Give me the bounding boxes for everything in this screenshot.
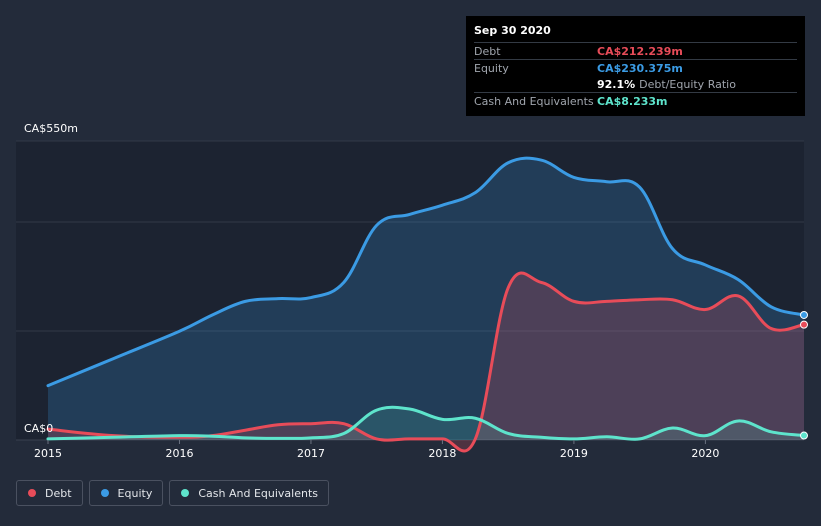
legend-equity-dot-icon xyxy=(100,489,109,497)
tooltip-equity-value: CA$230.375m xyxy=(597,61,683,75)
x-tick-label: 2019 xyxy=(560,447,588,460)
legend-debt-dot-icon xyxy=(28,489,36,497)
series-lines xyxy=(46,156,806,453)
debt-endpoint xyxy=(800,320,808,329)
chart-legend: Debt Equity Cash And Equivalents xyxy=(16,480,329,506)
x-tick-label: 2015 xyxy=(34,447,62,460)
x-tick-label: 2018 xyxy=(428,447,456,460)
tooltip-equity-label: Equity xyxy=(474,61,509,75)
tooltip-debt-value: CA$212.239m xyxy=(597,44,683,58)
cash-and-equivalents-endpoint xyxy=(800,431,808,440)
tooltip-row-equity: Equity CA$230.375m xyxy=(474,59,797,76)
y-tick-label: CA$550m xyxy=(24,122,78,135)
debt-line xyxy=(46,271,806,453)
x-tick-label: 2017 xyxy=(297,447,325,460)
plot-background xyxy=(16,141,804,440)
legend-item-debt[interactable]: Debt xyxy=(16,480,83,506)
tooltip-row-ratio: 92.1% Debt/Equity Ratio xyxy=(474,76,797,92)
equity-endpoint xyxy=(800,310,808,319)
tooltip-panel: Sep 30 2020 Debt CA$212.239m Equity CA$2… xyxy=(466,16,805,116)
legend-cash-label: Cash And Equivalents xyxy=(198,486,318,500)
tooltip-debt-label: Debt xyxy=(474,44,501,58)
tooltip-row-cash: Cash And Equivalents CA$8.233m xyxy=(474,92,797,109)
tooltip-ratio-suffix: Debt/Equity Ratio xyxy=(639,77,736,91)
tooltip-cash-value: CA$8.233m xyxy=(597,94,668,108)
x-tick-label: 2016 xyxy=(165,447,193,460)
x-axis-ticks: 2015 2016 2017 2018 2019 2020 xyxy=(34,440,719,460)
tooltip-date: Sep 30 2020 xyxy=(474,24,551,37)
y-tick-label: CA$0 xyxy=(24,422,53,435)
debt-area xyxy=(48,272,804,452)
cash-and-equivalents-line xyxy=(46,405,806,441)
series-areas xyxy=(48,158,804,452)
equity-area xyxy=(48,158,804,441)
tooltip-cash-label: Cash And Equivalents xyxy=(474,94,594,108)
legend-item-cash[interactable]: Cash And Equivalents xyxy=(169,480,329,506)
legend-debt-label: Debt xyxy=(45,486,72,500)
tooltip-row-debt: Debt CA$212.239m xyxy=(474,42,797,59)
y-axis-ticks: CA$550m CA$0 xyxy=(24,122,78,435)
x-tick-label: 2020 xyxy=(691,447,719,460)
legend-equity-label: Equity xyxy=(117,486,153,500)
tooltip-ratio-value: 92.1% xyxy=(597,77,636,91)
legend-cash-dot-icon xyxy=(181,489,190,497)
legend-item-equity[interactable]: Equity xyxy=(88,480,164,506)
series-endpoints xyxy=(800,310,808,440)
cash-and-equivalents-area xyxy=(48,407,804,440)
equity-line xyxy=(46,156,806,388)
